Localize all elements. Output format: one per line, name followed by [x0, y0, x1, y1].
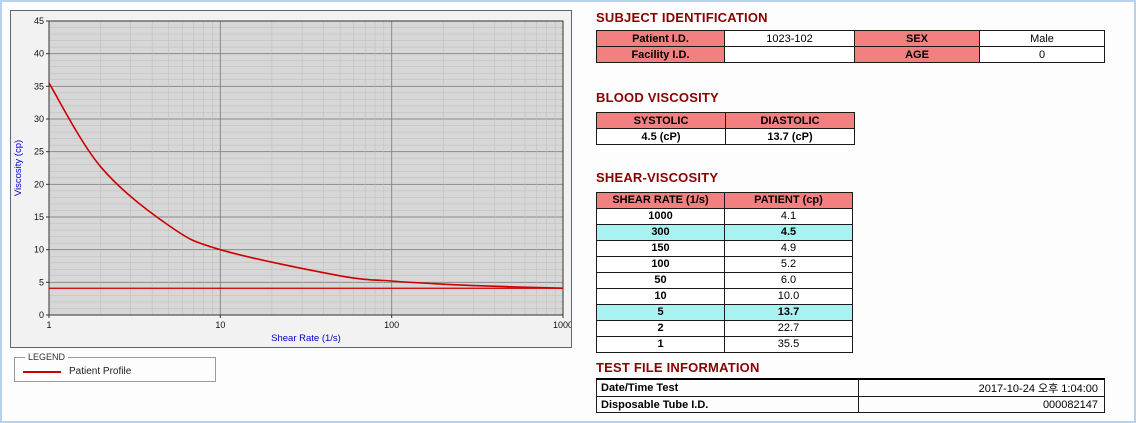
shear-viscosity-row: 10 10.0: [596, 288, 853, 305]
patient-viscosity-cell: 35.5: [724, 336, 853, 353]
table-row: Patient I.D. 1023-102 SEX Male: [596, 30, 1105, 47]
shear-rate-cell: 1000: [596, 208, 725, 225]
svg-text:25: 25: [34, 147, 44, 157]
age-value: 0: [979, 46, 1105, 63]
svg-text:Viscosity (cp): Viscosity (cp): [13, 140, 24, 196]
shear-rate-cell: 50: [596, 272, 725, 289]
svg-text:40: 40: [34, 49, 44, 59]
systolic-value: 4.5 (cP): [596, 128, 726, 145]
report-data-panel: SUBJECT IDENTIFICATION Patient I.D. 1023…: [594, 2, 1110, 421]
chart-legend: LEGEND Patient Profile: [14, 352, 216, 382]
date-time-test-value: 2017-10-24 오후 1:04:00: [858, 378, 1105, 397]
shear-viscosity-row: 100 5.2: [596, 256, 853, 273]
patient-id-label: Patient I.D.: [596, 30, 725, 47]
svg-text:15: 15: [34, 212, 44, 222]
table-header-row: SHEAR RATE (1/s) PATIENT (cp): [596, 192, 853, 209]
table-row: 4.5 (cP) 13.7 (cP): [596, 128, 855, 145]
disposable-tube-id-value: 000082147: [858, 396, 1105, 413]
shear-viscosity-row: 50 6.0: [596, 272, 853, 289]
diastolic-value: 13.7 (cP): [725, 128, 855, 145]
svg-text:5: 5: [39, 277, 44, 287]
patient-viscosity-cell: 4.1: [724, 208, 853, 225]
svg-text:45: 45: [34, 16, 44, 26]
patient-viscosity-cell: 4.5: [724, 224, 853, 241]
blood-viscosity-title: BLOOD VISCOSITY: [596, 90, 719, 105]
svg-text:100: 100: [384, 320, 399, 330]
table-row: SYSTOLIC DIASTOLIC: [596, 112, 855, 129]
sex-value: Male: [979, 30, 1105, 47]
sex-label: SEX: [854, 30, 980, 47]
disposable-tube-id-label: Disposable Tube I.D.: [596, 396, 859, 413]
shear-viscosity-row: 300 4.5: [596, 224, 853, 241]
shear-rate-cell: 1: [596, 336, 725, 353]
test-file-information-title: TEST FILE INFORMATION: [596, 360, 760, 375]
patient-viscosity-cell: 22.7: [724, 320, 853, 337]
shear-rate-cell: 2: [596, 320, 725, 337]
table-row: Facility I.D. AGE 0: [596, 46, 1105, 63]
shear-rate-cell: 10: [596, 288, 725, 305]
shear-viscosity-row: 150 4.9: [596, 240, 853, 257]
svg-text:1000: 1000: [553, 320, 571, 330]
facility-id-label: Facility I.D.: [596, 46, 725, 63]
patient-viscosity-cell: 10.0: [724, 288, 853, 305]
legend-title: LEGEND: [28, 352, 66, 362]
shear-viscosity-table: SHEAR RATE (1/s) PATIENT (cp) 1000 4.1 300…: [596, 192, 853, 353]
patient-viscosity-cell: 13.7: [724, 304, 853, 321]
subject-identification-table: Patient I.D. 1023-102 SEX Male Facility …: [596, 30, 1105, 63]
svg-text:35: 35: [34, 81, 44, 91]
shear-rate-cell: 100: [596, 256, 725, 273]
svg-text:10: 10: [34, 245, 44, 255]
table-row: Disposable Tube I.D. 000082147: [596, 396, 1105, 413]
systolic-header: SYSTOLIC: [596, 112, 726, 129]
diastolic-header: DIASTOLIC: [725, 112, 855, 129]
patient-viscosity-cell: 6.0: [724, 272, 853, 289]
svg-text:0: 0: [39, 310, 44, 320]
svg-text:Shear Rate (1/s): Shear Rate (1/s): [271, 333, 341, 344]
patient-viscosity-cell: 4.9: [724, 240, 853, 257]
subject-identification-title: SUBJECT IDENTIFICATION: [596, 10, 768, 25]
facility-id-value: [724, 46, 855, 63]
shear-rate-cell: 300: [596, 224, 725, 241]
patient-viscosity-cell: 5.2: [724, 256, 853, 273]
svg-text:1: 1: [46, 320, 51, 330]
blood-viscosity-table: SYSTOLIC DIASTOLIC 4.5 (cP) 13.7 (cP): [596, 112, 855, 145]
legend-item-label: Patient Profile: [69, 366, 132, 377]
shear-viscosity-row: 2 22.7: [596, 320, 853, 337]
shear-viscosity-row: 5 13.7: [596, 304, 853, 321]
patient-cp-header: PATIENT (cp): [724, 192, 853, 209]
shear-rate-cell: 5: [596, 304, 725, 321]
age-label: AGE: [854, 46, 980, 63]
svg-text:10: 10: [215, 320, 225, 330]
shear-rate-cell: 150: [596, 240, 725, 257]
patient-id-value: 1023-102: [724, 30, 855, 47]
shear-viscosity-row: 1000 4.1: [596, 208, 853, 225]
shear-viscosity-title: SHEAR-VISCOSITY: [596, 170, 719, 185]
test-file-information-table: Date/Time Test 2017-10-24 오후 1:04:00 Dis…: [596, 378, 1105, 413]
date-time-test-label: Date/Time Test: [596, 378, 859, 397]
patient-profile-line-swatch: [23, 370, 61, 373]
table-row: Date/Time Test 2017-10-24 오후 1:04:00: [596, 378, 1105, 397]
svg-text:30: 30: [34, 114, 44, 124]
svg-text:20: 20: [34, 179, 44, 189]
viscosity-chart-plot: 0 5 10 15 20 25 30 35 40 45 1 10 100 1000 Shear Rate (…: [13, 16, 573, 344]
shear-viscosity-row: 1 35.5: [596, 336, 853, 353]
shear-rate-header: SHEAR RATE (1/s): [596, 192, 725, 209]
viscosity-chart: 0 5 10 15 20 25 30 35 40 45 1 10 100 1000 Shear Rate (…: [10, 10, 573, 348]
